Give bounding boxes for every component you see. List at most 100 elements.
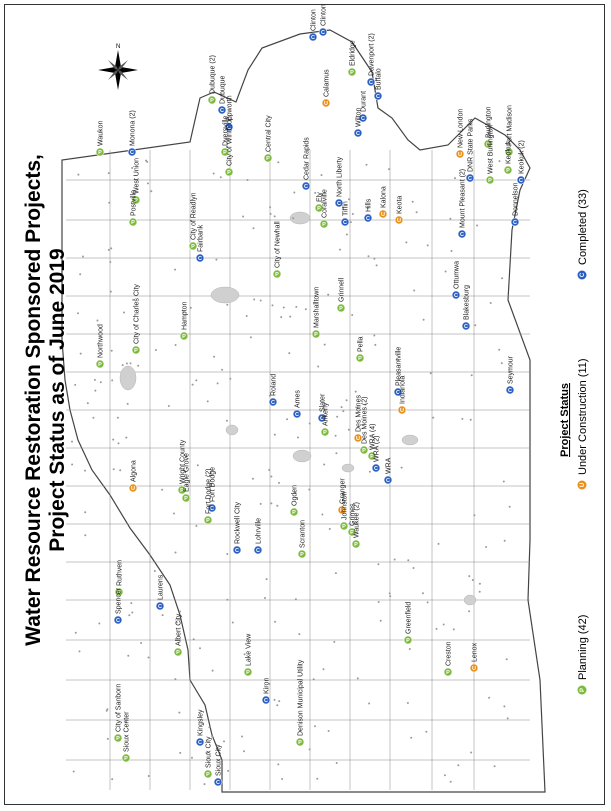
planning-marker-icon (339, 521, 349, 531)
marker-glyph: C (220, 108, 224, 114)
marker-label: Postville (131, 190, 138, 216)
project-marker: C Clinton (318, 4, 328, 37)
marker-glyph: C (320, 416, 324, 422)
project-marker: P Eldridge (347, 40, 357, 77)
project-marker: P Ogden (289, 485, 299, 517)
marker-glyph: P (300, 552, 304, 558)
project-marker: P Central City (263, 115, 273, 163)
planning-marker-icon (485, 175, 495, 185)
legend-label: Completed (33) (577, 189, 589, 265)
marker-label: Tiffin (343, 201, 350, 216)
project-marker: C Blakesburg (461, 285, 471, 331)
project-marker: U Lenox (469, 642, 479, 673)
project-marker: P Creston (443, 641, 453, 677)
project-marker: P WRA (4) (367, 424, 377, 461)
marker-glyph: U (397, 218, 401, 224)
marker-label: Dubuque (2) (210, 55, 217, 94)
planning-marker-icon (128, 217, 138, 227)
marker-label: Coralville (322, 189, 329, 218)
marker-label: Laurens (158, 574, 165, 600)
marker-label: Denison Municipal Utility (298, 659, 305, 736)
marker-glyph: P (322, 222, 326, 228)
marker-label: Buffalo (376, 68, 383, 90)
marker-glyph: U (356, 436, 360, 442)
marker-glyph: P (210, 98, 214, 104)
project-marker: C Seymour (505, 355, 515, 395)
completed-marker-icon (127, 147, 137, 157)
project-marker: U Algona (128, 460, 138, 493)
planning-marker-icon (311, 329, 321, 339)
marker-glyph: C (295, 412, 299, 418)
marker-glyph: C (311, 35, 315, 41)
completed-legend-icon (577, 270, 587, 280)
project-marker: C Ames (292, 390, 302, 419)
legend-item-completed: C Completed (33) (577, 189, 589, 280)
completed-marker-icon (253, 545, 263, 555)
marker-label: Mount Pleasant (2) (460, 169, 467, 228)
planning-marker-icon (320, 427, 330, 437)
marker-glyph: C (464, 324, 468, 330)
marker-glyph: C (198, 256, 202, 262)
completed-marker-icon (505, 385, 515, 395)
project-marker: C Hills (363, 198, 373, 223)
marker-label: Roland (271, 374, 278, 396)
marker-label: Des Moines (2) (362, 397, 369, 444)
project-marker: U Des Moines (353, 395, 363, 443)
project-marker: C Davenport (2) (366, 33, 376, 87)
marker-glyph: C (343, 220, 347, 226)
marker-label: City of Charles City (134, 284, 141, 344)
marker-label: North Liberty (337, 156, 344, 197)
project-marker: P Burlington (483, 106, 493, 149)
marker-label: Central City (266, 115, 273, 152)
planning-marker-icon (207, 95, 217, 105)
planning-marker-icon (121, 753, 131, 763)
project-marker: P Denison Municipal Utility (295, 659, 305, 747)
completed-marker-icon (373, 91, 383, 101)
planning-marker-icon (113, 733, 123, 743)
marker-glyph: C (369, 80, 373, 86)
completed-marker-icon (461, 321, 471, 331)
marker-glyph: P (191, 244, 195, 250)
marker-glyph: P (354, 542, 358, 548)
marker-label: Burlington (486, 106, 493, 138)
project-marker: C Clinton (308, 9, 318, 42)
marker-label: Ruthven (117, 560, 124, 586)
marker-glyph: C (210, 506, 214, 512)
marker-label: Ely (317, 192, 324, 202)
project-marker: C Ottumwa (451, 261, 461, 300)
project-marker: C Epworth (224, 95, 234, 132)
planning-marker-icon (224, 167, 234, 177)
marker-label: New London (458, 109, 465, 148)
marker-label: Ottumwa (454, 261, 461, 289)
project-marker: P Northwood (95, 324, 105, 369)
marker-label: Kalona (381, 186, 388, 208)
project-marker: C Lohrville (253, 518, 263, 555)
completed-marker-icon (457, 229, 467, 239)
marker-label: Waukon (98, 120, 105, 146)
planning-marker-icon (355, 353, 365, 363)
marker-glyph: C (158, 604, 162, 610)
marker-glyph: C (304, 184, 308, 190)
marker-glyph: U (381, 212, 385, 218)
marker-glyph: U (458, 152, 462, 158)
completed-marker-icon (217, 105, 227, 115)
marker-glyph: C (396, 390, 400, 396)
project-marker: P Hampton (179, 301, 189, 341)
construction-marker-icon (394, 215, 404, 225)
legend: Project Status P Planning (42) U Under Cons… (559, 189, 589, 695)
marker-glyph: U (324, 101, 328, 107)
marker-label: Northwood (98, 324, 105, 358)
marker-glyph: P (298, 740, 302, 746)
marker-glyph: U (131, 486, 135, 492)
project-marker: P Greenfield (403, 602, 413, 645)
marker-label: WRA (386, 457, 393, 474)
completed-marker-icon (308, 32, 318, 42)
marker-glyph: C (216, 780, 220, 786)
